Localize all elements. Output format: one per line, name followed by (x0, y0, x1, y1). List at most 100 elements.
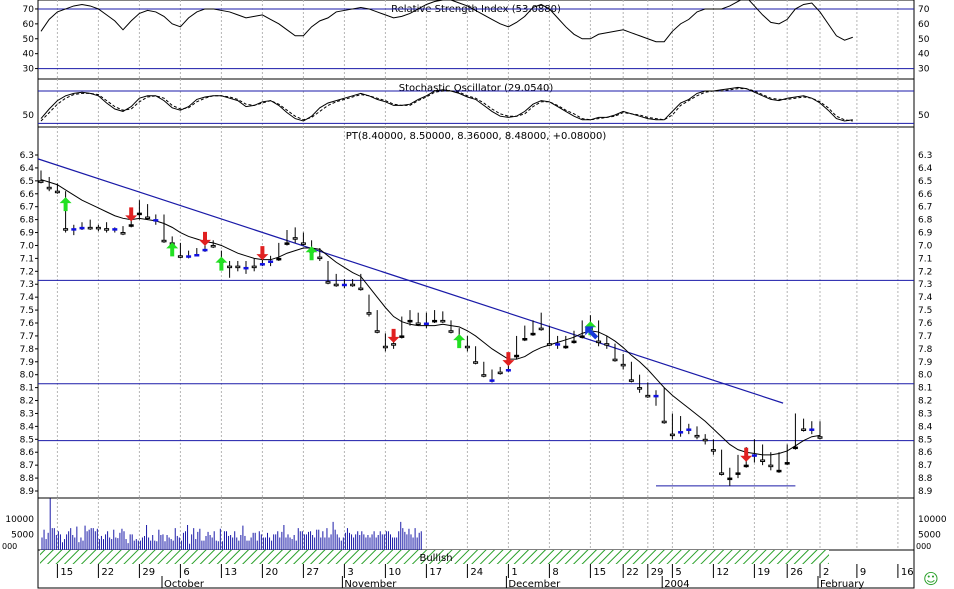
price-tick-label-left: 6.6 (20, 190, 35, 200)
price-tick-label-right: 8.1 (918, 384, 932, 394)
price-tick-label-right: 7.8 (918, 345, 933, 355)
rsi-tick-label-right: 50 (918, 35, 930, 45)
price-tick-label-right: 6.7 (918, 203, 932, 213)
day-label: 27 (306, 567, 319, 578)
rsi-tick-label-left: 70 (23, 5, 35, 15)
price-tick-label-right: 7.9 (918, 358, 933, 368)
rsi-tick-label-left: 30 (23, 65, 35, 75)
candle (112, 228, 118, 231)
rsi-title: Relative Strength Index (53.0880) (391, 4, 561, 15)
price-tick-label-right: 6.8 (918, 216, 933, 226)
price-tick-label-left: 8.5 (20, 435, 34, 445)
buy-arrow-icon (215, 256, 228, 271)
day-label: 1 (511, 567, 517, 578)
candle (760, 459, 766, 462)
stochastic-tick-label-right: 50 (918, 111, 930, 121)
price-tick-label-left: 7.0 (20, 241, 35, 251)
month-label: October (164, 579, 205, 589)
candle (464, 345, 470, 349)
price-tick-label-right: 8.6 (918, 448, 933, 458)
candle (382, 345, 388, 349)
candle (678, 431, 684, 434)
price-tick-label-left: 8.4 (20, 422, 35, 432)
vertical-gridlines (56, 0, 899, 550)
candle (448, 330, 454, 333)
candle (555, 343, 561, 346)
candle (399, 335, 405, 338)
volume-tick-label-right: 10000 (918, 515, 947, 525)
candle (481, 374, 487, 377)
day-label: 16 (901, 567, 914, 578)
price-tick-label-left: 8.6 (20, 448, 35, 458)
day-label: 5 (675, 567, 681, 578)
candle (653, 394, 659, 398)
candle (325, 281, 331, 284)
month-label: December (508, 579, 561, 589)
price-tick-label-right: 8.0 (918, 371, 933, 381)
price-tick-label-right: 7.2 (918, 267, 932, 277)
day-label: 24 (470, 567, 483, 578)
rsi-tick-label-right: 70 (918, 5, 930, 15)
candle (136, 212, 142, 216)
sell-arrow-icon (387, 328, 400, 343)
candle (153, 219, 159, 222)
trend-line (37, 158, 784, 404)
volume-right-tick-label: 000 (916, 542, 931, 551)
rsi-tick-label-right: 60 (918, 20, 930, 30)
candle (735, 472, 741, 475)
day-label: 6 (183, 567, 189, 578)
stochastic-title: Stochastic Oscillator (29.0540) (399, 83, 554, 94)
price-tick-label-left: 7.5 (20, 306, 34, 316)
candle (46, 186, 52, 190)
candle (63, 228, 69, 231)
price-tick-label-right: 8.5 (918, 435, 932, 445)
candle (563, 345, 569, 349)
price-tick-label-left: 7.4 (20, 293, 35, 303)
price-tick-label-left: 8.2 (20, 397, 34, 407)
price-title: PT(8.40000, 8.50000, 8.36000, 8.48000, +… (346, 131, 607, 142)
day-label: 20 (265, 567, 278, 578)
price-tick-label-right: 6.3 (918, 151, 932, 161)
candle (432, 319, 438, 323)
candle (751, 454, 757, 457)
smiley-icon[interactable]: ☺ (923, 570, 939, 588)
rsi-tick-label-left: 40 (23, 50, 35, 60)
price-tick-label-left: 7.7 (20, 332, 34, 342)
day-label: 26 (790, 567, 803, 578)
price-tick-label-right: 8.2 (918, 397, 932, 407)
rsi-tick-label-left: 60 (23, 20, 35, 30)
price-tick-label-left: 7.2 (20, 267, 34, 277)
price-tick-label-right: 7.6 (918, 319, 933, 329)
candle (596, 340, 602, 344)
candle (522, 338, 528, 341)
candle (768, 464, 774, 468)
candle (694, 434, 700, 438)
rsi-tick-label-right: 40 (918, 50, 930, 60)
price-tick-label-right: 6.9 (918, 229, 933, 239)
candle (202, 248, 208, 252)
price-tick-label-left: 8.7 (20, 461, 34, 471)
candle (243, 266, 249, 270)
candle (259, 263, 265, 266)
candle (407, 319, 413, 323)
moving-average-line (40, 179, 821, 456)
volume-tick-label-right: 5000 (918, 530, 941, 540)
candle (776, 469, 782, 473)
sell-arrow-icon (740, 447, 753, 462)
sell-arrow-icon (199, 231, 211, 246)
candle (801, 428, 807, 431)
day-label: 2 (823, 567, 829, 578)
candle (530, 332, 536, 336)
day-label: 8 (552, 567, 558, 578)
candle (727, 477, 733, 481)
candle (358, 287, 364, 291)
candle (161, 239, 167, 243)
price-tick-label-left: 8.8 (20, 474, 35, 484)
candle (628, 379, 634, 382)
candle (637, 387, 643, 390)
candle (341, 283, 347, 287)
price-tick-label-left: 8.0 (20, 371, 35, 381)
candle (95, 226, 101, 230)
price-tick-label-right: 7.5 (918, 306, 932, 316)
